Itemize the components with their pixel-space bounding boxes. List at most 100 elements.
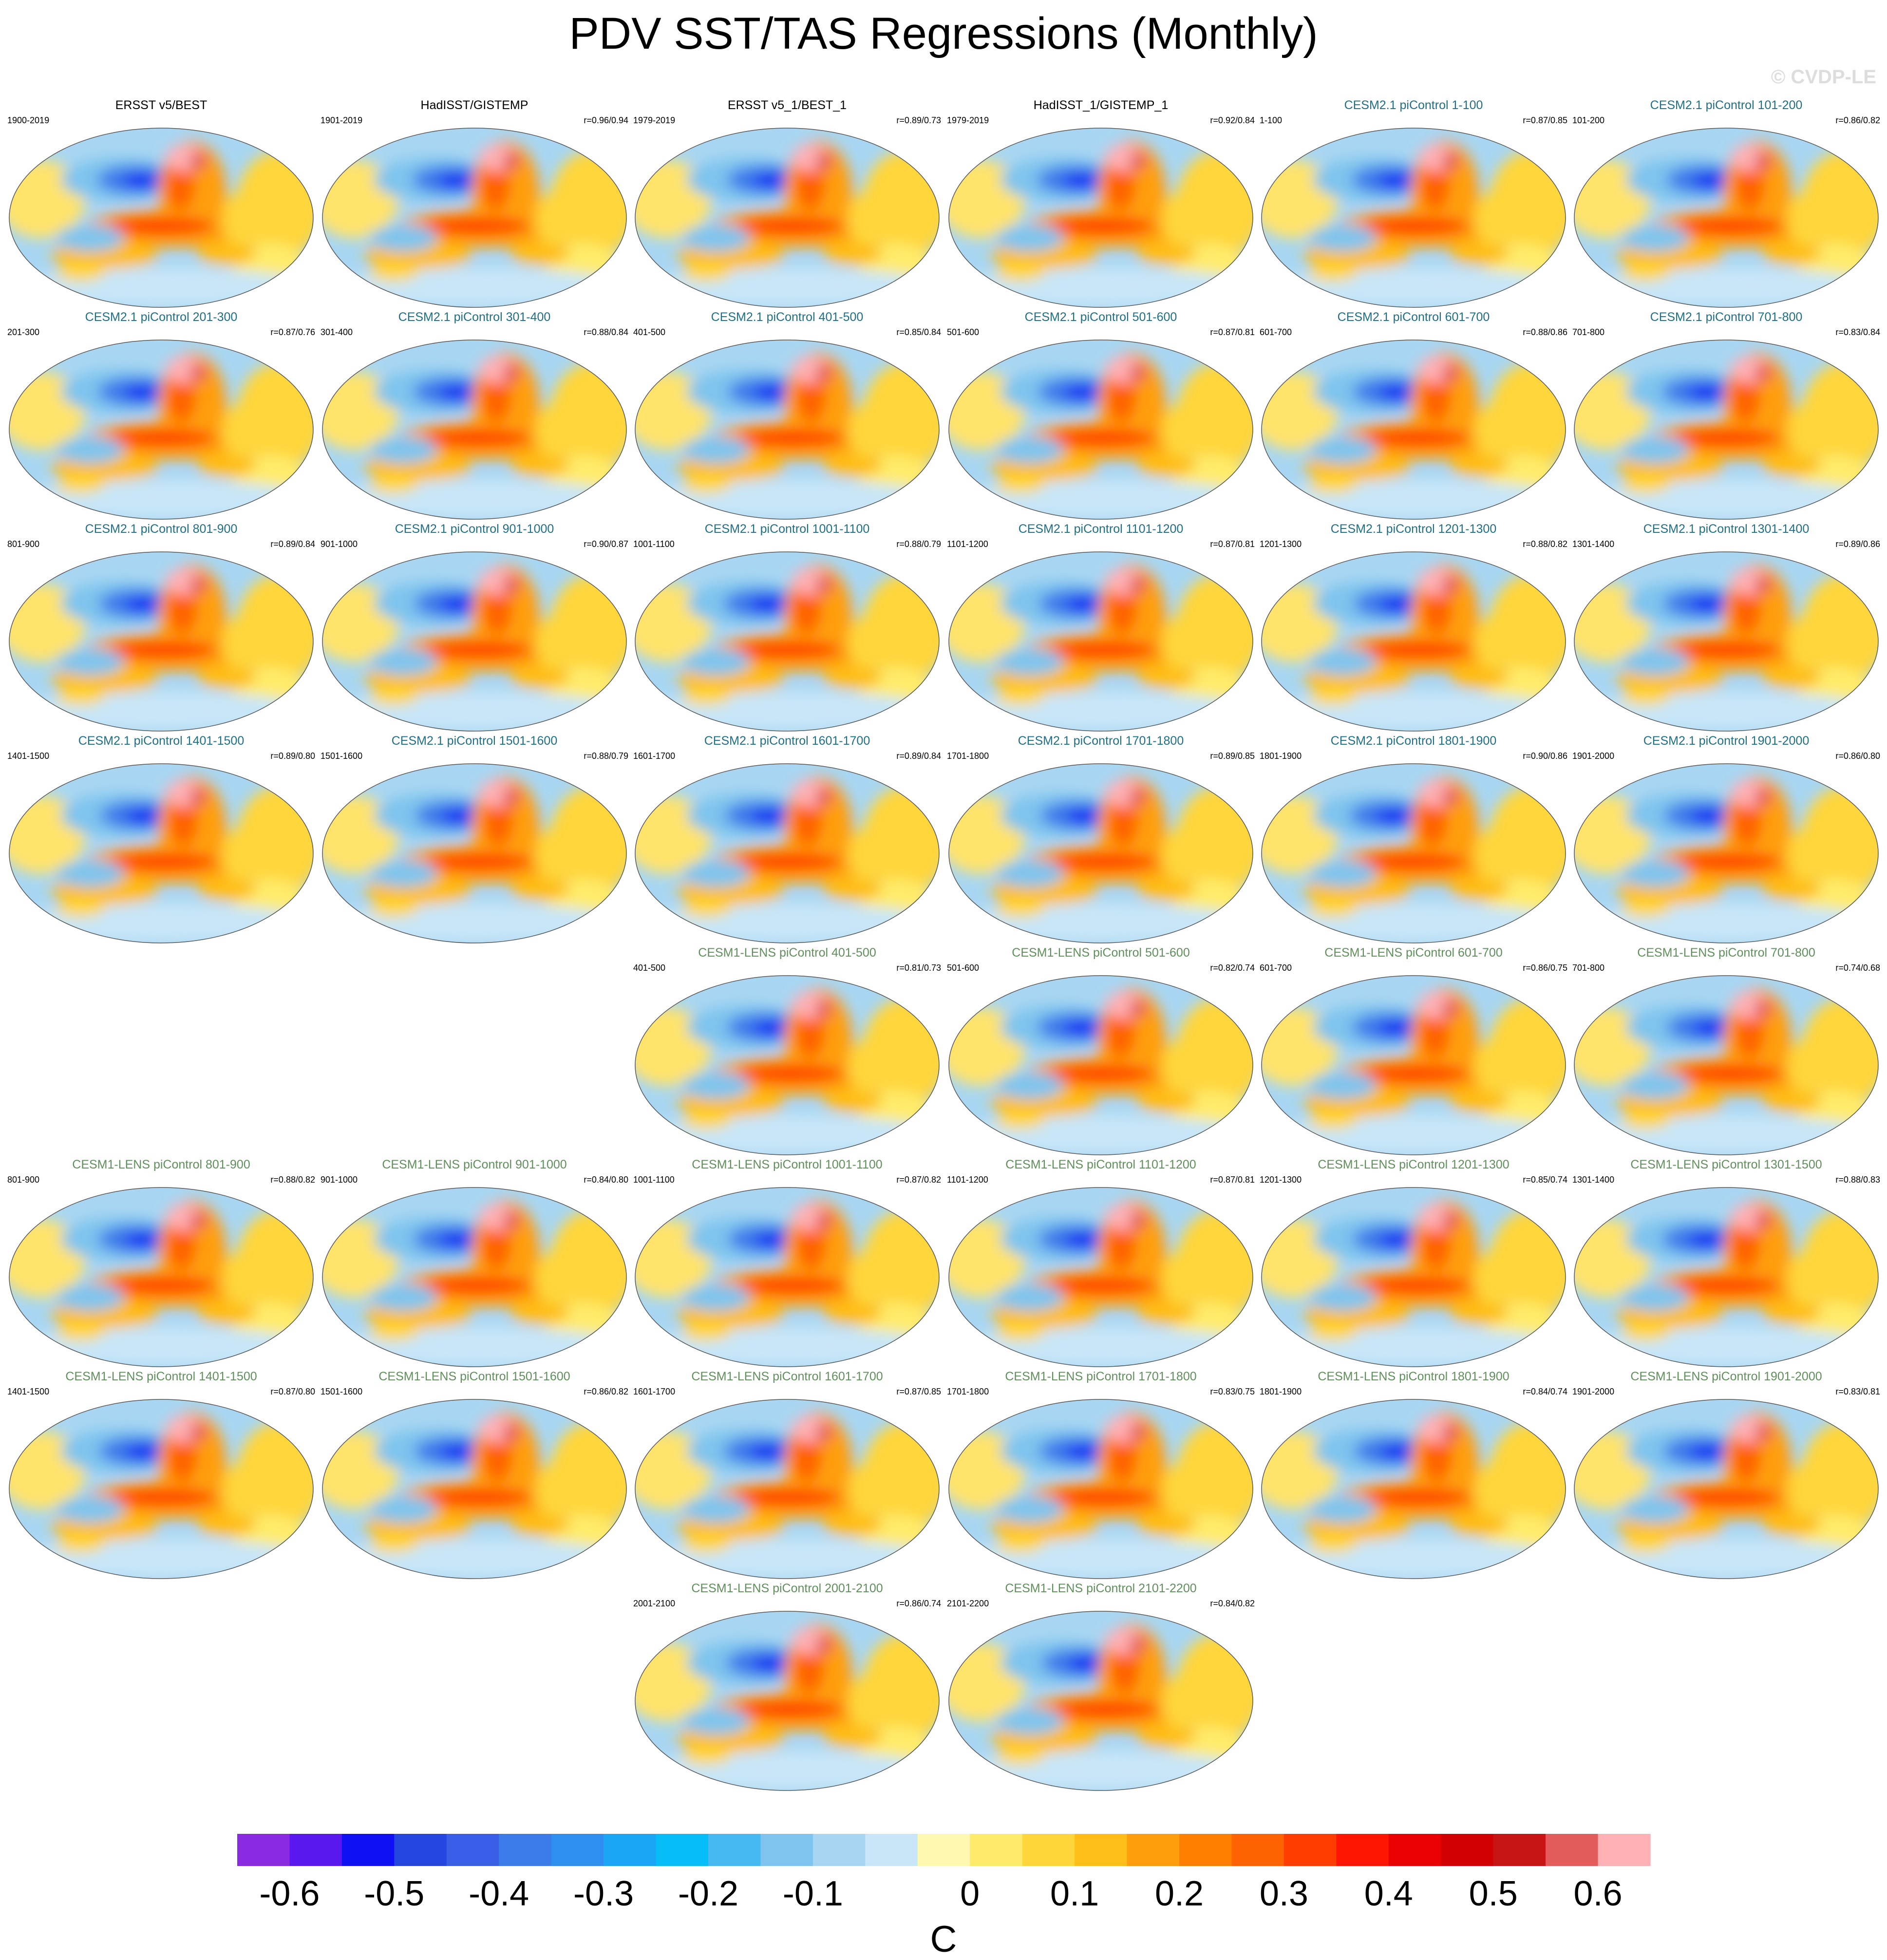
field-region (1621, 436, 1689, 464)
panel-period: 1401-1500 (7, 1387, 50, 1396)
panel-period: 1979-2019 (633, 115, 676, 125)
field-region (1787, 404, 1826, 457)
field-region (738, 429, 845, 447)
colorbar-tick-label: -0.6 (259, 1874, 320, 1913)
colorbar-swatch (551, 1834, 604, 1866)
field-region (1050, 853, 1157, 870)
field-region (1755, 364, 1772, 382)
field-region (823, 241, 882, 265)
field-region (823, 1512, 882, 1536)
field-region (369, 1284, 437, 1311)
panel-title: HadISST/GISTEMP (420, 98, 528, 112)
field-region (1379, 598, 1416, 611)
panel-title: CESM2.1 piControl 301-400 (398, 310, 551, 324)
colorbar-swatch (865, 1834, 918, 1866)
field-region (996, 899, 1044, 917)
panel-period: 1001-1100 (633, 1175, 675, 1185)
field-region (369, 648, 437, 676)
colorbar-unit-label: C (930, 1919, 957, 1960)
field-region (1787, 1039, 1826, 1093)
field-region (189, 788, 207, 806)
colorbar-tick-label: 0 (960, 1874, 980, 1913)
field-region (1378, 1022, 1415, 1035)
field-region (440, 1446, 477, 1458)
map-outline (1574, 763, 1879, 943)
field-region (1161, 828, 1200, 881)
colorbar-swatch (1127, 1834, 1180, 1866)
regression-map (322, 1399, 627, 1579)
panel-period: 801-900 (7, 1175, 40, 1185)
panel-period: 501-600 (947, 963, 980, 973)
map-outline (948, 1399, 1253, 1579)
map-outline (322, 763, 627, 943)
field-region (1474, 192, 1513, 245)
field-region (682, 1072, 750, 1099)
field-region (1063, 174, 1100, 187)
map-outline (635, 1187, 940, 1367)
field-region (189, 364, 207, 382)
map-panel: CESM2.1 piControl 1301-1400 1301-1400 r=0.… (1572, 522, 1880, 733)
field-region (1672, 1277, 1779, 1294)
map-outline (9, 128, 314, 308)
regression-map (1574, 551, 1879, 732)
panel-title: CESM2.1 piControl 201-300 (85, 310, 238, 324)
panel-title: CESM1-LENS piControl 501-600 (1012, 946, 1190, 960)
colorbar-swatch (446, 1834, 499, 1866)
panel-period: 2101-2200 (947, 1599, 989, 1608)
field-region (682, 475, 731, 493)
field-region (438, 174, 475, 187)
panel-correlation: r=0.84/0.82 (1210, 1599, 1255, 1608)
field-region (823, 876, 882, 901)
field-region (189, 1424, 207, 1441)
field-region (1308, 687, 1357, 705)
colorbar-swatch (289, 1834, 342, 1866)
field-region (126, 810, 163, 823)
field-region (1137, 1088, 1195, 1112)
field-region (1378, 174, 1415, 187)
field-region (1621, 1284, 1689, 1311)
map-outline (9, 551, 314, 732)
map-outline (1261, 763, 1566, 943)
map-panel: CESM2.1 piControl 1401-1500 1401-1500 r=0.… (7, 734, 315, 945)
field-region (222, 828, 261, 881)
field-region (197, 664, 256, 689)
field-region (1621, 1496, 1689, 1523)
field-region (823, 1088, 882, 1112)
panel-correlation: r=0.83/0.81 (1835, 1387, 1880, 1396)
field-region (996, 1284, 1064, 1311)
field-region (423, 1277, 530, 1294)
field-region (1621, 1323, 1670, 1340)
field-region (682, 1496, 750, 1523)
field-region (754, 386, 791, 399)
field-region (109, 1489, 216, 1506)
map-outline (635, 1611, 940, 1791)
panel-correlation: r=0.87/0.85 (896, 1387, 941, 1396)
field-region (734, 1489, 841, 1506)
panel-period: 601-700 (1260, 963, 1292, 973)
regression-map (1574, 975, 1879, 1155)
map-panel: CESM1-LENS piControl 1501-1600 1501-1600 r… (321, 1370, 628, 1581)
panel-period: 1979-2019 (947, 115, 989, 125)
panel-correlation: r=0.87/0.82 (896, 1175, 941, 1185)
regression-map (635, 975, 940, 1155)
field-region (1063, 1022, 1100, 1035)
panel-period: 1401-1500 (7, 751, 50, 761)
map-outline (635, 128, 940, 308)
field-region (56, 899, 105, 917)
field-region (749, 598, 786, 611)
field-region (1308, 899, 1357, 917)
panel-correlation: r=0.86/0.82 (1835, 115, 1880, 125)
field-region (535, 1251, 574, 1305)
field-region (1129, 1212, 1147, 1229)
field-region (369, 436, 437, 464)
field-region (1378, 386, 1415, 399)
field-region (535, 404, 574, 457)
map-panel: CESM1-LENS piControl 1201-1300 1201-1300 r… (1260, 1158, 1567, 1369)
field-region (1442, 364, 1459, 382)
panel-title: CESM1-LENS piControl 2001-2100 (691, 1582, 883, 1595)
field-region (108, 429, 215, 447)
field-region (1787, 192, 1826, 245)
field-region (439, 386, 476, 399)
field-region (1359, 853, 1467, 870)
field-region (124, 386, 161, 399)
